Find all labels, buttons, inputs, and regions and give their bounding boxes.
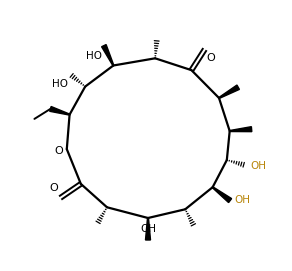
Text: OH: OH — [234, 195, 250, 205]
Text: O: O — [49, 183, 58, 193]
Text: HO: HO — [52, 79, 68, 89]
Polygon shape — [219, 85, 239, 98]
Text: OH: OH — [250, 162, 266, 172]
Polygon shape — [212, 187, 232, 203]
Polygon shape — [102, 44, 114, 66]
Polygon shape — [50, 107, 70, 115]
Polygon shape — [145, 218, 150, 240]
Text: OH: OH — [140, 224, 156, 234]
Polygon shape — [230, 127, 252, 132]
Text: O: O — [54, 146, 63, 156]
Text: HO: HO — [86, 51, 102, 61]
Text: O: O — [206, 53, 215, 63]
